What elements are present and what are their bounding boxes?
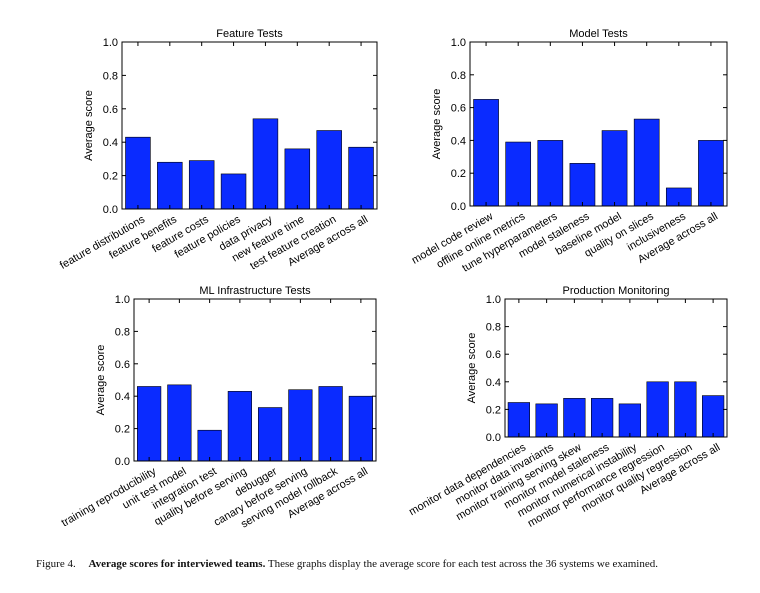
y-tick-label: 1.0 bbox=[451, 37, 466, 49]
bar-8 bbox=[702, 395, 725, 438]
chart-4: Production Monitoring Average score 0.0 0.2… bbox=[407, 285, 728, 530]
bar-8 bbox=[348, 146, 374, 210]
y-tick-label: 1.0 bbox=[103, 37, 118, 49]
y-tick-label: 0.6 bbox=[451, 103, 466, 115]
bar-6 bbox=[646, 381, 669, 438]
bar-3 bbox=[197, 429, 222, 462]
y-tick-label: 0.0 bbox=[103, 204, 118, 216]
y-tick-label: 0.6 bbox=[115, 359, 130, 371]
bar-7 bbox=[674, 381, 697, 438]
bar-5 bbox=[601, 130, 628, 207]
y-tick-label: 0.6 bbox=[486, 349, 501, 361]
bar-8 bbox=[698, 140, 724, 207]
bar-2 bbox=[167, 384, 192, 462]
y-tick-label: 0.2 bbox=[103, 171, 118, 183]
bar-6 bbox=[284, 148, 311, 210]
plot-frame bbox=[504, 298, 728, 438]
bar-2 bbox=[505, 141, 532, 207]
bar-3 bbox=[563, 398, 586, 438]
y-tick-label: 0.0 bbox=[486, 432, 501, 444]
y-axis-label: Average score bbox=[83, 90, 95, 161]
bar-1 bbox=[137, 386, 162, 462]
caption-text: These graphs display the average score f… bbox=[267, 558, 658, 570]
chart-title: Feature Tests bbox=[216, 28, 283, 40]
y-tick-label: 0.4 bbox=[115, 391, 130, 403]
y-tick-label: 1.0 bbox=[115, 294, 130, 306]
bar-7 bbox=[318, 386, 343, 462]
bar-5 bbox=[618, 403, 641, 438]
y-tick-label: 0.4 bbox=[451, 135, 466, 147]
chart-3: ML Infrastructure Tests Average score 0.0 0… bbox=[60, 285, 377, 531]
bar-5 bbox=[252, 118, 279, 210]
bar-3 bbox=[188, 160, 215, 210]
bar-4 bbox=[569, 163, 596, 207]
bar-4 bbox=[220, 173, 247, 210]
bar-5 bbox=[258, 407, 283, 462]
y-tick-label: 0.8 bbox=[486, 322, 501, 334]
bar-6 bbox=[633, 118, 660, 207]
chart-2: Model Tests Average score 0.0 0.2 0.4 0.6 0.8 1… bbox=[410, 28, 728, 275]
figure-caption: Figure 4. Average scores for interviewed… bbox=[36, 558, 736, 570]
bar-2 bbox=[157, 161, 183, 210]
bar-4 bbox=[227, 391, 252, 462]
chart-title: Model Tests bbox=[569, 28, 628, 40]
y-axis-label: Average score bbox=[95, 345, 107, 416]
bar-1 bbox=[125, 136, 151, 210]
y-tick-label: 0.8 bbox=[103, 70, 118, 82]
y-tick-label: 0.2 bbox=[451, 168, 466, 180]
y-tick-label: 1.0 bbox=[486, 294, 501, 306]
y-tick-label: 0.2 bbox=[486, 404, 501, 416]
plot-frame bbox=[469, 41, 728, 207]
chart-title: ML Infrastructure Tests bbox=[199, 285, 311, 297]
bar-6 bbox=[288, 389, 313, 462]
chart-1: Feature Tests Average score 0.0 0.2 0.4 0.6 0.… bbox=[58, 28, 378, 272]
caption-label: Figure 4. bbox=[36, 558, 76, 570]
plot-frame bbox=[133, 298, 377, 462]
bar-1 bbox=[507, 402, 530, 438]
y-tick-label: 0.2 bbox=[115, 424, 130, 436]
chart-title: Production Monitoring bbox=[562, 285, 669, 297]
y-tick-label: 0.0 bbox=[451, 201, 466, 213]
bar-7 bbox=[316, 130, 342, 210]
caption-title: Average scores for interviewed teams. bbox=[88, 558, 266, 570]
plot-frame bbox=[121, 41, 378, 210]
bar-2 bbox=[535, 403, 558, 438]
bar-8 bbox=[348, 395, 373, 462]
y-tick-label: 0.8 bbox=[115, 326, 130, 338]
y-axis-label: Average score bbox=[431, 89, 443, 160]
y-tick-label: 0.4 bbox=[103, 137, 118, 149]
y-tick-label: 0.8 bbox=[451, 70, 466, 82]
bar-1 bbox=[473, 99, 499, 207]
y-tick-label: 0.6 bbox=[103, 104, 118, 116]
y-axis-label: Average score bbox=[466, 333, 478, 404]
bar-3 bbox=[537, 140, 564, 207]
y-tick-label: 0.4 bbox=[486, 377, 501, 389]
y-tick-label: 0.0 bbox=[115, 456, 130, 468]
bar-4 bbox=[591, 398, 614, 438]
